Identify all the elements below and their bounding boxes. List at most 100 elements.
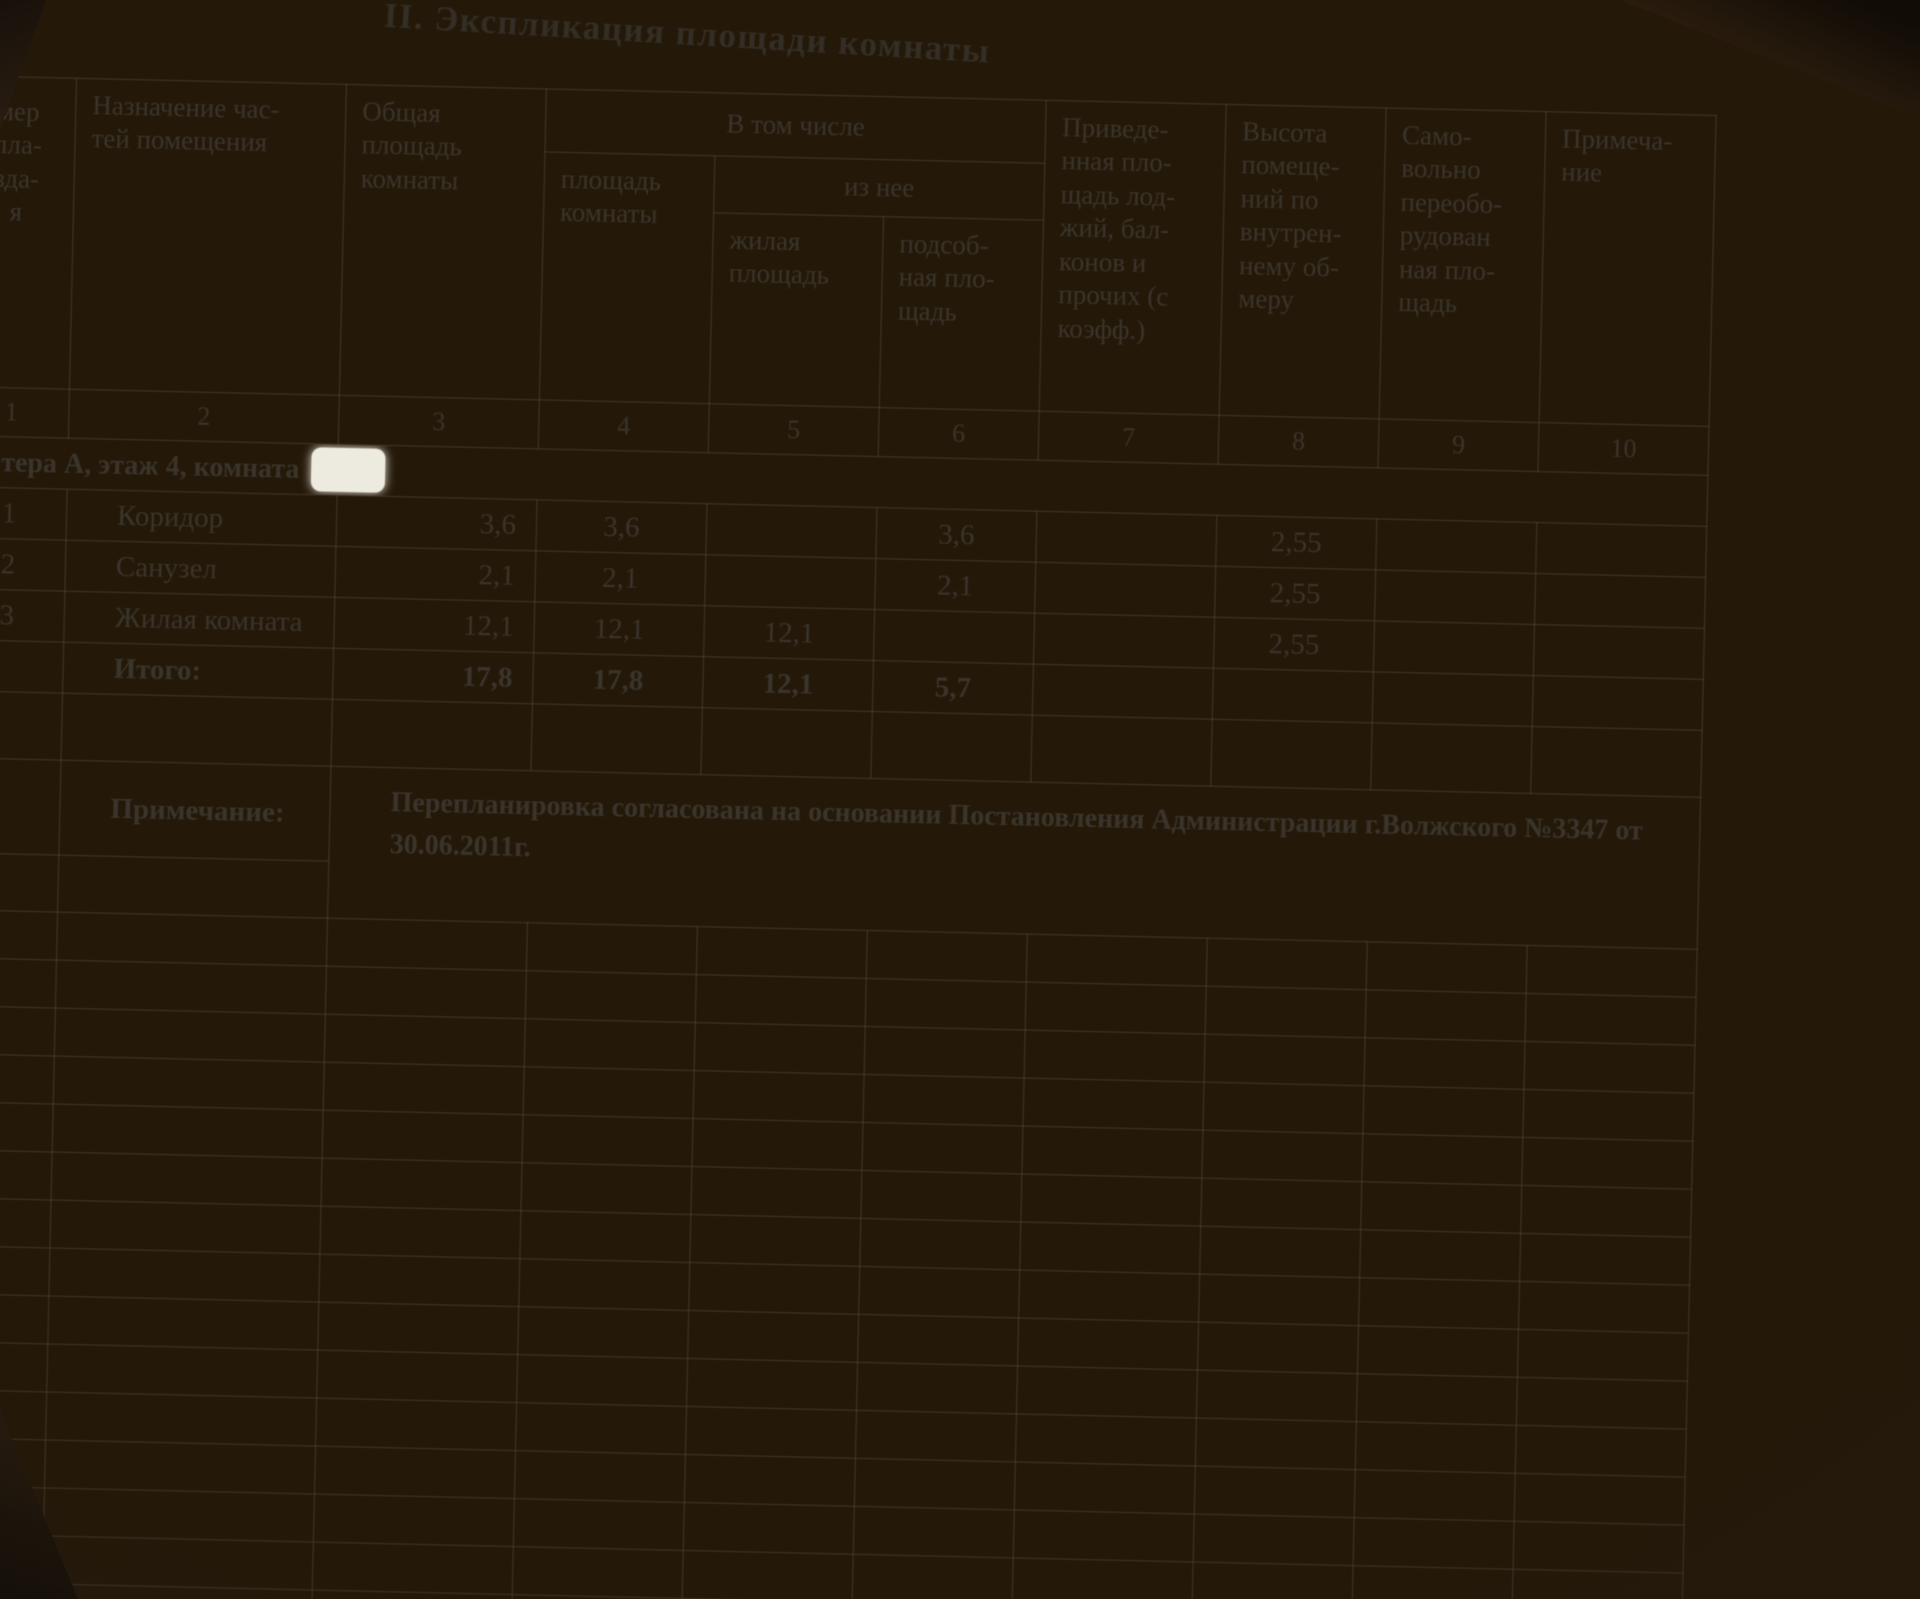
cell-living <box>704 554 876 610</box>
empty-cell <box>1355 1421 1517 1474</box>
empty-cell <box>853 1506 1015 1558</box>
empty-cell <box>1530 726 1703 798</box>
cell-room: 12,1 <box>533 601 705 657</box>
empty-cell <box>857 1314 1019 1366</box>
column-number: 8 <box>1218 415 1380 468</box>
empty-cell <box>49 1199 321 1255</box>
empty-cell <box>1513 1521 1685 1574</box>
empty-cell <box>312 1542 514 1595</box>
empty-cell <box>525 970 697 1023</box>
empty-cell <box>854 1458 1016 1510</box>
empty-cell <box>1020 1174 1202 1227</box>
empty-cell <box>0 1437 46 1488</box>
empty-cell <box>864 1026 1026 1079</box>
empty-cell <box>1370 722 1533 794</box>
empty-cell <box>1515 1425 1687 1478</box>
empty-cell <box>1351 1565 1514 1599</box>
empty-cell <box>1517 1329 1689 1382</box>
empty-cell <box>686 1358 858 1411</box>
column-number: 4 <box>538 399 710 453</box>
empty-cell <box>330 699 533 771</box>
empty-cell <box>1030 715 1213 787</box>
column-number: 10 <box>1537 422 1710 476</box>
empty-cell <box>1194 1466 1356 1518</box>
empty-cell <box>51 1152 323 1207</box>
empty-cell <box>682 1550 854 1599</box>
empty-cell <box>0 1005 56 1057</box>
empty-cell <box>1526 945 1698 998</box>
empty-cell <box>55 960 327 1015</box>
empty-cell <box>52 1104 324 1159</box>
empty-cell <box>1197 1322 1359 1374</box>
header-cell-of-it: из нее <box>713 155 1045 221</box>
empty-cell <box>0 690 63 761</box>
empty-cell <box>526 922 698 975</box>
empty-cell <box>687 1310 859 1363</box>
cell-loggia <box>1033 613 1215 669</box>
empty-cell <box>1026 934 1208 987</box>
empty-cell <box>1511 1569 1684 1599</box>
header-cell-total-area: Общая площадь комнаты <box>339 84 547 400</box>
note-label: Примечание: <box>58 760 331 862</box>
cell-note <box>1535 522 1707 578</box>
empty-cell <box>858 1266 1020 1318</box>
empty-cell <box>1018 1269 1200 1323</box>
empty-cell <box>513 1498 685 1551</box>
header-cell-living-area: жилая площадь <box>709 212 884 408</box>
empty-cell <box>693 1070 865 1123</box>
empty-cell <box>1014 1461 1196 1515</box>
empty-cell <box>861 1122 1023 1175</box>
empty-cell <box>1520 1185 1692 1238</box>
table-header: мер пла- зда- я Назначение час- тей поме… <box>0 75 1717 476</box>
column-number: 3 <box>338 395 540 449</box>
empty-cell <box>54 1008 326 1063</box>
header-cell-aux-area: подсоб- ная пло- щадь <box>879 216 1044 412</box>
empty-cell <box>852 1554 1014 1599</box>
empty-cell <box>859 1218 1021 1270</box>
total-cell-empty <box>1212 668 1374 723</box>
empty-cell <box>689 1214 861 1267</box>
header-cell-height: Высота помеще- ний по внутрен- нему об- … <box>1219 104 1387 419</box>
empty-rows <box>0 909 1698 1599</box>
empty-cell <box>688 1262 860 1315</box>
table-body: тера А, этаж 4, комната 1 Коридор 3,6 3,… <box>0 435 1708 950</box>
empty-cell <box>1354 1469 1516 1522</box>
empty-cell <box>685 1406 857 1459</box>
empty-cell <box>691 1118 864 1171</box>
empty-cell <box>856 1362 1018 1414</box>
empty-cell <box>523 1066 695 1119</box>
cell-aux <box>873 609 1035 665</box>
header-cell-room-area: площадь комнаты <box>539 151 715 404</box>
cell-room: 2,1 <box>534 550 706 606</box>
empty-cell <box>0 1389 47 1440</box>
empty-cell <box>1361 1133 1523 1186</box>
empty-cell <box>1206 938 1368 990</box>
empty-cell <box>1022 1078 1205 1131</box>
empty-cell <box>1357 1325 1519 1378</box>
total-label: Итого: <box>62 642 334 700</box>
empty-cell <box>870 711 1033 783</box>
empty-cell <box>1210 719 1373 790</box>
empty-cell <box>1353 1517 1515 1570</box>
empty-cell <box>1366 941 1528 994</box>
section-label: тера А, этаж 4, комната <box>0 447 300 485</box>
empty-cell <box>0 1533 44 1584</box>
empty-cell <box>325 966 527 1019</box>
total-cell-empty <box>1532 675 1704 731</box>
empty-cell <box>1358 1277 1520 1330</box>
empty-cell <box>519 1210 691 1263</box>
cell-note <box>1533 624 1705 680</box>
empty-cell <box>865 978 1027 1031</box>
total-cell-empty <box>0 639 64 694</box>
empty-cell <box>1193 1514 1355 1566</box>
empty-cell <box>1198 1274 1360 1326</box>
column-number: 5 <box>708 403 880 457</box>
empty-cell <box>855 1410 1017 1462</box>
empty-cell <box>1522 1089 1694 1142</box>
cell-total: 3,6 <box>335 495 538 551</box>
header-cell-purpose: Назначение час- тей помещения <box>69 78 347 396</box>
cell-living <box>705 503 877 559</box>
empty-cell <box>43 1487 315 1543</box>
cell-total: 12,1 <box>333 597 535 653</box>
